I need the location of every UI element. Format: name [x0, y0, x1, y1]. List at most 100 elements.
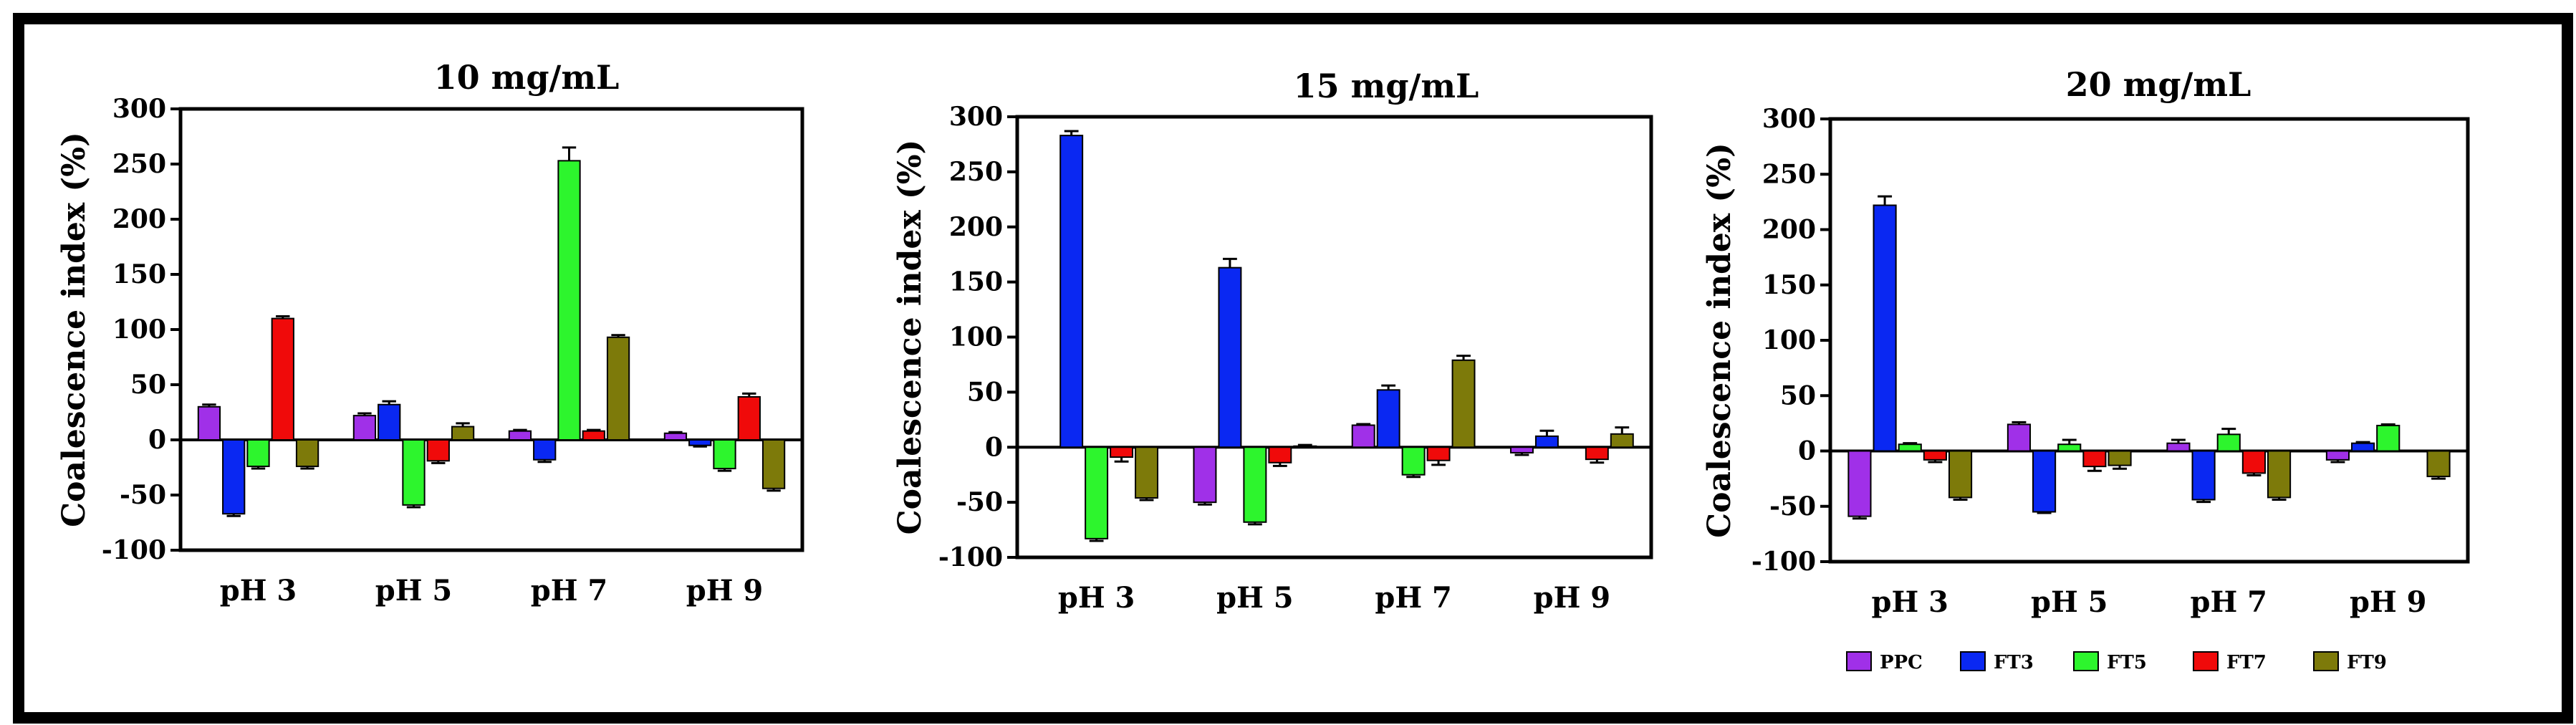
bar-ft7-ph9	[1585, 446, 1609, 461]
y-tick-label: 100	[112, 315, 166, 345]
y-axis-label: Coalescence index (%)	[56, 132, 92, 527]
bar-ft7-ph7	[1426, 446, 1451, 461]
y-tick-label: -100	[102, 535, 166, 565]
y-tick-label: 100	[949, 322, 1003, 352]
x-tick-label: pH 7	[531, 574, 608, 608]
bar-ft5-ph5	[402, 439, 426, 506]
legend-label-ft3: FT3	[1994, 652, 2034, 673]
bar-ft9-ph7	[2267, 450, 2292, 499]
bar-ft9-ph5	[451, 426, 475, 441]
bar-ft3-ph7	[1376, 389, 1400, 448]
legend-label-ft9: FT9	[2347, 652, 2387, 673]
bar-ft3-ph3	[1059, 135, 1084, 448]
bar-ft5-ph3	[1085, 446, 1109, 539]
bar-ft3-ph3	[222, 439, 246, 515]
y-tick-label: 0	[1798, 436, 1816, 466]
y-tick-label: 150	[949, 267, 1003, 297]
y-tick-label: -50	[956, 487, 1003, 517]
legend-swatch-ppc	[1846, 651, 1872, 671]
y-tick-label: 50	[967, 377, 1003, 407]
y-tick-label: -50	[120, 480, 166, 510]
x-tick-label: pH 3	[220, 574, 297, 608]
x-tick-label: pH 7	[2190, 585, 2267, 619]
figure-frame	[13, 13, 2573, 724]
y-tick-label: -50	[1769, 491, 1816, 522]
y-tick-label: 100	[1762, 325, 1816, 355]
chart-title: 20 mg/mL	[2066, 65, 2251, 104]
legend-label-ft5: FT5	[2107, 652, 2147, 673]
y-axis-label: Coalescence index (%)	[1701, 143, 1738, 538]
bar-ft5-ph3	[246, 439, 270, 467]
bar-ft5-ph7	[2216, 433, 2241, 452]
y-tick-label: 300	[949, 102, 1003, 132]
y-tick-label: 50	[130, 370, 166, 400]
y-tick-label: 300	[1762, 104, 1816, 134]
y-axis-label: Coalescence index (%)	[892, 140, 928, 535]
bar-ppc-ph9	[2325, 450, 2350, 461]
bar-ft9-ph9	[2426, 450, 2451, 478]
bar-ft3-ph9	[688, 439, 712, 446]
bar-ppc-ph7	[2166, 442, 2191, 452]
bar-ppc-ph5	[1193, 446, 1217, 504]
y-tick-label: 200	[1762, 215, 1816, 245]
y-tick-label: 250	[1762, 159, 1816, 189]
bar-ft7-ph3	[1923, 450, 1947, 461]
bar-ft7-ph5	[2082, 450, 2107, 468]
y-tick-label: 250	[949, 157, 1003, 187]
bar-ft5-ph9	[2376, 424, 2400, 452]
bar-ft7-ph5	[1268, 446, 1292, 464]
bar-ft5-ph7	[1401, 446, 1426, 476]
bar-ft7-ph5	[426, 439, 450, 462]
bar-ft3-ph3	[1873, 204, 1897, 452]
bar-ft3-ph5	[378, 403, 401, 441]
legend-label-ft7: FT7	[2226, 652, 2267, 673]
bar-ft3-ph7	[533, 439, 557, 461]
bar-ft7-ph3	[271, 317, 294, 441]
bar-ft5-ph3	[1898, 443, 1922, 452]
bar-ft9-ph9	[761, 439, 786, 489]
chart-panel-3: 20 mg/mL Coalescence index (%) -100 -50 0 50 1…	[1701, 65, 2470, 619]
bar-ppc-ph9	[1509, 446, 1534, 453]
bar-ppc-ph7	[508, 430, 532, 441]
y-tick-label: 250	[112, 149, 166, 179]
y-tick-label: 0	[148, 425, 166, 455]
x-tick-label: pH 5	[375, 574, 453, 608]
bar-ppc-ph7	[1351, 424, 1375, 448]
bar-ppc-ph5	[2007, 423, 2032, 452]
bar-ft5-ph9	[713, 439, 736, 470]
chart-panel-2: 15 mg/mL Coalescence index (%) -100 -50 0 50 1…	[892, 67, 1653, 615]
bar-ft7-ph9	[737, 395, 761, 441]
y-tick-label: 300	[112, 94, 166, 124]
bar-ppc-ph5	[352, 415, 377, 441]
y-tick-label: 50	[1780, 380, 1816, 410]
bar-ft9-ph5	[2108, 450, 2132, 466]
bar-ft7-ph7	[2241, 450, 2266, 474]
x-tick-label: pH 9	[2350, 585, 2427, 619]
legend-label-ppc: PPC	[1880, 652, 1923, 673]
legend-swatch-ft7	[2193, 651, 2219, 671]
bar-ft5-ph7	[557, 160, 581, 441]
bar-ppc-ph3	[197, 405, 221, 441]
bar-ft7-ph3	[1110, 446, 1134, 458]
y-tick-label: 0	[985, 432, 1003, 462]
x-tick-label: pH 5	[2031, 585, 2108, 619]
chart-title: 10 mg/mL	[434, 58, 620, 97]
x-tick-label: pH 3	[1058, 581, 1135, 615]
plot-frame	[1015, 115, 1653, 560]
bar-ft5-ph5	[1243, 446, 1267, 523]
bar-ft9-ph9	[1610, 433, 1634, 448]
chart-panel-1: 10 mg/mL Coalescence index (%) -100 -50 0 50 1…	[56, 58, 804, 608]
legend-swatch-ft5	[2073, 651, 2099, 671]
bar-ft7-ph7	[582, 430, 605, 441]
bar-ft9-ph3	[1948, 450, 1973, 499]
x-tick-label: pH 9	[1534, 581, 1611, 615]
y-tick-label: 200	[112, 204, 166, 234]
legend: PPC FT3 FT5 FT7 FT9	[1846, 651, 2387, 673]
y-tick-label: 200	[949, 212, 1003, 242]
bar-ft5-ph5	[2057, 443, 2082, 452]
bar-ppc-ph3	[1847, 450, 1872, 517]
bar-ft3-ph9	[1534, 435, 1559, 448]
bar-ft3-ph9	[2351, 442, 2375, 452]
plot-frame	[1828, 117, 2470, 564]
